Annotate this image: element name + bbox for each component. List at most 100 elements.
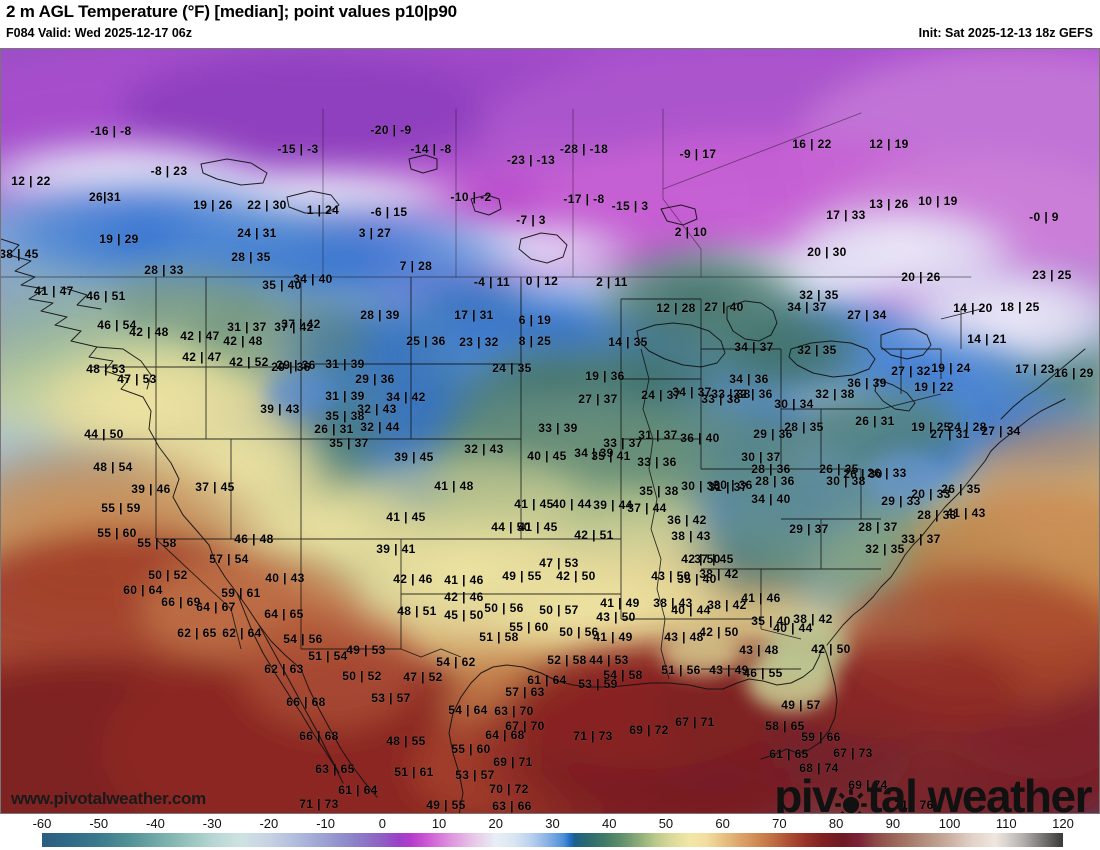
- point-value: 34 | 40: [293, 272, 333, 286]
- colorbar-segment: [892, 833, 922, 847]
- point-value: 33 | 39: [538, 421, 578, 435]
- point-value: 26 | 33: [867, 466, 907, 480]
- colorbar-segment: [450, 833, 474, 847]
- point-value: 12 | 19: [869, 137, 909, 151]
- point-value: 31 | 37: [708, 480, 748, 494]
- point-value: 31 | 37: [227, 320, 267, 334]
- point-value: 43 | 50: [651, 569, 691, 583]
- point-value: 24 | 28: [947, 420, 987, 434]
- point-value: 32 | 43: [464, 442, 504, 456]
- point-value: 51 | 56: [661, 663, 701, 677]
- point-value: 50 | 56: [484, 601, 524, 615]
- point-value: 26 | 35: [941, 482, 981, 496]
- colorbar-segment: [858, 833, 876, 847]
- point-value: 51 | 54: [308, 649, 348, 663]
- point-value: 32 | 38: [815, 387, 855, 401]
- point-value: -7 | 3: [516, 213, 546, 227]
- point-value: 33 | 36: [637, 455, 677, 469]
- point-value: 49 | 57: [781, 698, 821, 712]
- point-value: 24 | 37: [641, 388, 681, 402]
- point-value: 17 | 31: [454, 308, 494, 322]
- colorbar-segment: [654, 833, 672, 847]
- point-value: 37 | 44: [627, 501, 667, 515]
- colorbar-segment: [620, 833, 638, 847]
- point-value: 71 | 73: [573, 729, 613, 743]
- point-value: 31 | 39: [325, 357, 365, 371]
- point-value: 53 | 57: [455, 768, 495, 782]
- weather-map[interactable]: 12 | 22 26|31 -16 | -8 -8 | 23 -15 | -3 -20 |…: [0, 48, 1100, 814]
- point-value: 55 | 58: [137, 536, 177, 550]
- point-value: 48 | 55: [386, 734, 426, 748]
- point-value: 28 | 35: [784, 420, 824, 434]
- point-value: 35 | 40: [262, 278, 302, 292]
- point-value: 32 | 43: [357, 402, 397, 416]
- point-value: 18 | 25: [1000, 300, 1040, 314]
- point-value: 69 | 72: [629, 723, 669, 737]
- point-value: 47 | 53: [539, 556, 579, 570]
- point-value: 6 | 19: [518, 313, 552, 327]
- colorbar-segment: [705, 833, 723, 847]
- point-value: 55 | 60: [97, 526, 137, 540]
- point-value: 7 | 28: [399, 259, 433, 273]
- point-value: 50 | 52: [342, 669, 382, 683]
- point-value: 26 | 35: [819, 462, 859, 476]
- point-value: 60 | 64: [123, 583, 163, 597]
- point-value: 24 | 31: [237, 226, 277, 240]
- point-value: 64 | 68: [485, 728, 525, 742]
- point-value: 55 | 60: [509, 620, 549, 634]
- point-value: 31 | 39: [325, 389, 365, 403]
- point-value: 52 | 58: [547, 653, 587, 667]
- point-value: 42 | 46: [393, 572, 433, 586]
- point-value: 36 | 40: [680, 431, 720, 445]
- point-value: 33 | 37: [901, 532, 941, 546]
- point-value: 32 | 36: [733, 387, 773, 401]
- point-value: 38 | 45: [0, 247, 39, 261]
- point-value: 41 | 46: [444, 573, 484, 587]
- point-value: 46 | 55: [743, 666, 783, 680]
- point-value: 70 | 72: [489, 782, 529, 796]
- colorbar-segment: [399, 833, 411, 847]
- colorbar-segment: [382, 833, 400, 847]
- point-value: 41 | 48: [434, 479, 474, 493]
- point-value: 48 | 51: [397, 604, 437, 618]
- point-value: 28 | 39: [360, 308, 400, 322]
- point-value: 29 | 36: [753, 427, 793, 441]
- colorbar-segment: [529, 833, 547, 847]
- point-value: 64 | 67: [196, 600, 236, 614]
- colorbar-segment: [875, 833, 893, 847]
- colorbar-segment: [427, 833, 451, 847]
- sun-icon: [834, 783, 868, 813]
- point-value: 28 | 36: [755, 474, 795, 488]
- point-value: 37 | 45: [195, 480, 235, 494]
- point-value: 43 | 50: [596, 610, 636, 624]
- point-value: 3 | 27: [358, 226, 392, 240]
- init-time-label: Init: Sat 2025-12-13 18z GEFS: [918, 26, 1093, 40]
- point-value: 28 | 37: [858, 520, 898, 534]
- point-value: 48 | 53: [86, 362, 126, 376]
- colorbar-segment: [688, 833, 706, 847]
- point-value: -4 | 11: [473, 275, 511, 289]
- colorbar-segment: [949, 833, 973, 847]
- point-value: 42 | 48: [129, 325, 169, 339]
- point-value: 69 | 71: [493, 755, 533, 769]
- colorbar-segment: [546, 833, 564, 847]
- point-value: 16 | 29: [1054, 366, 1094, 380]
- colorbar: -60 -50 -40 -30 -20 -10 0 10 20 30 40 50 60 70 80 90 100…: [0, 816, 1100, 850]
- point-value: 44 | 53: [589, 653, 629, 667]
- point-value: 63 | 65: [315, 762, 355, 776]
- point-value: 10 | 19: [918, 194, 958, 208]
- point-value: 2 | 10: [674, 225, 708, 239]
- point-value: -20 | -9: [370, 123, 412, 137]
- point-value: -15 | 3: [611, 199, 649, 213]
- point-value: 47 | 52: [403, 670, 443, 684]
- point-value: 53 | 57: [371, 691, 411, 705]
- colorbar-tick: -10: [316, 816, 336, 831]
- point-value: 28 | 35: [231, 250, 271, 264]
- temperature-field: [1, 49, 1099, 813]
- point-value: 33 | 37: [603, 436, 643, 450]
- colorbar-segment: [841, 833, 859, 847]
- point-value: 42 | 50: [699, 625, 739, 639]
- point-value: 51 | 61: [394, 765, 434, 779]
- point-value: 40 | 44: [671, 603, 711, 617]
- colorbar-tick: -30: [202, 816, 222, 831]
